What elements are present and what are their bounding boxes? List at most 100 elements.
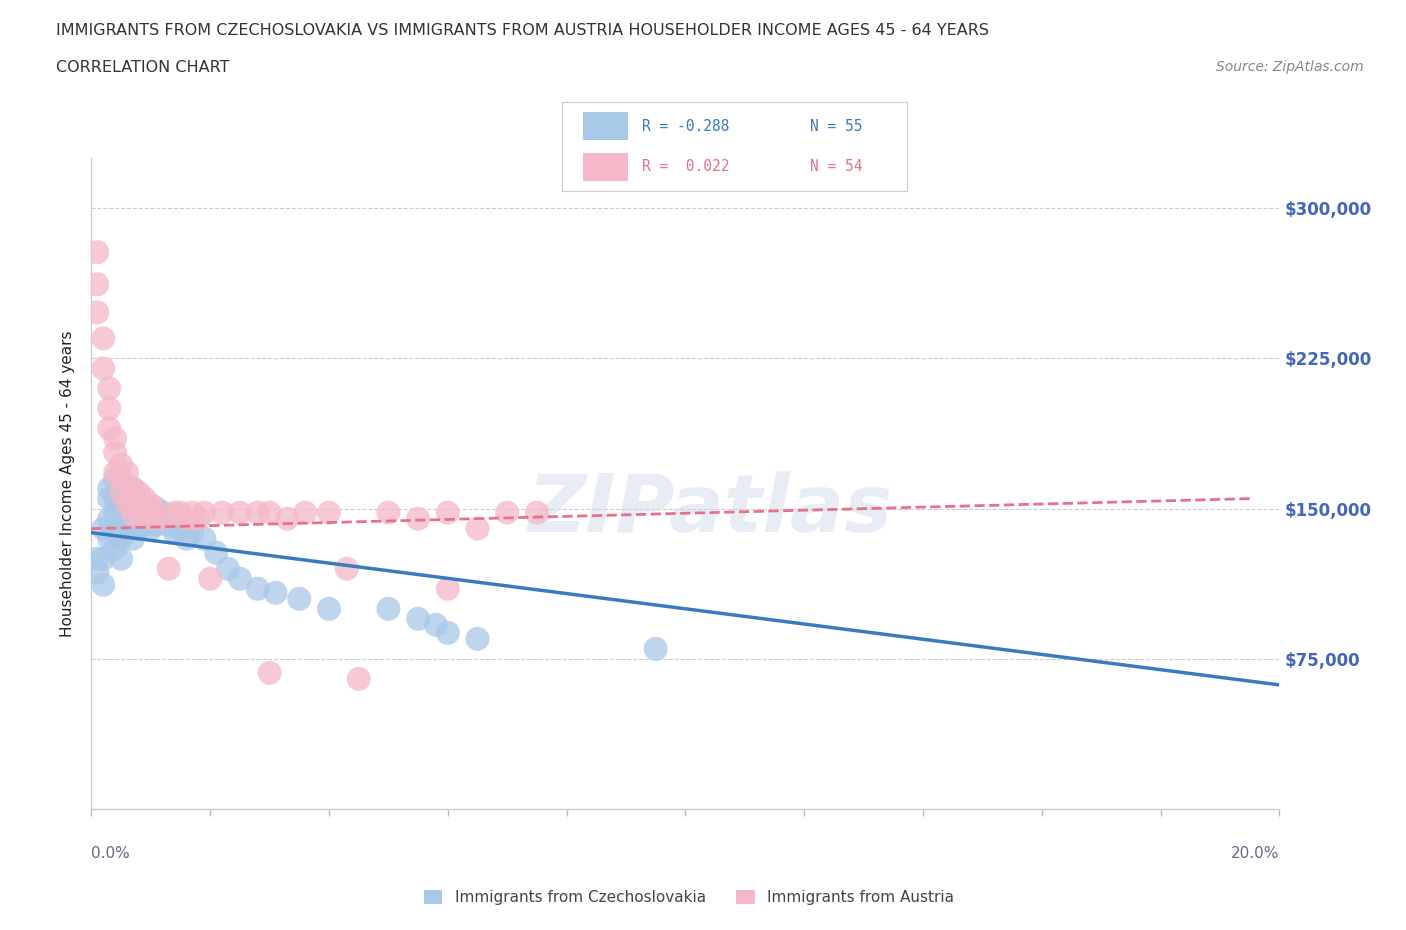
Point — [181, 525, 204, 540]
Point — [259, 505, 281, 520]
Point — [318, 505, 340, 520]
Point — [122, 481, 145, 496]
Text: 0.0%: 0.0% — [91, 846, 131, 861]
Point — [217, 562, 239, 577]
Point — [139, 505, 162, 520]
Point — [169, 505, 191, 520]
Text: N = 54: N = 54 — [810, 159, 863, 174]
Point — [467, 521, 489, 536]
Point — [193, 505, 215, 520]
Point — [122, 512, 145, 526]
Point — [110, 472, 132, 486]
Point — [134, 491, 156, 506]
Point — [205, 545, 228, 560]
Point — [229, 571, 252, 586]
Text: R =  0.022: R = 0.022 — [641, 159, 730, 174]
Point — [139, 521, 162, 536]
Point — [122, 481, 145, 496]
Point — [163, 525, 186, 540]
Point — [163, 505, 186, 520]
Point — [336, 562, 359, 577]
Point — [157, 562, 180, 577]
Point — [157, 517, 180, 532]
Point — [122, 498, 145, 512]
Point — [644, 642, 666, 657]
Point — [377, 505, 399, 520]
Point — [91, 578, 114, 592]
Point — [110, 512, 132, 526]
Point — [200, 571, 222, 586]
Point — [406, 512, 429, 526]
Point — [169, 521, 191, 536]
Text: 20.0%: 20.0% — [1232, 846, 1279, 861]
Point — [91, 331, 114, 346]
Text: Source: ZipAtlas.com: Source: ZipAtlas.com — [1216, 60, 1364, 74]
Point — [347, 671, 370, 686]
Point — [139, 512, 162, 526]
Point — [264, 585, 287, 600]
Point — [98, 491, 121, 506]
Point — [115, 498, 138, 512]
Point — [86, 565, 108, 580]
Point — [104, 432, 127, 446]
Point — [145, 517, 167, 532]
Point — [86, 277, 108, 292]
Point — [110, 491, 132, 506]
Point — [128, 485, 150, 500]
Point — [104, 445, 127, 460]
Text: IMMIGRANTS FROM CZECHOSLOVAKIA VS IMMIGRANTS FROM AUSTRIA HOUSEHOLDER INCOME AGE: IMMIGRANTS FROM CZECHOSLOVAKIA VS IMMIGR… — [56, 23, 990, 38]
Point — [318, 602, 340, 617]
Point — [104, 505, 127, 520]
Point — [425, 618, 447, 632]
Point — [436, 625, 458, 640]
Point — [98, 401, 121, 416]
Point — [86, 245, 108, 259]
Point — [110, 531, 132, 546]
Point — [288, 591, 311, 606]
Point — [134, 498, 156, 512]
Point — [467, 631, 489, 646]
Point — [104, 472, 127, 486]
Text: ZIPatlas: ZIPatlas — [527, 471, 891, 549]
Point — [246, 505, 269, 520]
Point — [377, 602, 399, 617]
Point — [436, 581, 458, 596]
Text: CORRELATION CHART: CORRELATION CHART — [56, 60, 229, 75]
Point — [104, 465, 127, 480]
Point — [86, 551, 108, 566]
Point — [276, 512, 298, 526]
Text: R = -0.288: R = -0.288 — [641, 119, 730, 134]
Point — [122, 531, 145, 546]
Point — [496, 505, 519, 520]
Point — [187, 512, 209, 526]
Legend: Immigrants from Czechoslovakia, Immigrants from Austria: Immigrants from Czechoslovakia, Immigran… — [416, 883, 962, 913]
Point — [145, 505, 167, 520]
Point — [128, 507, 150, 522]
Bar — [583, 153, 628, 181]
Point — [86, 305, 108, 320]
Point — [91, 361, 114, 376]
Point — [104, 541, 127, 556]
Point — [110, 458, 132, 472]
Point — [294, 505, 316, 520]
Point — [145, 501, 167, 516]
Point — [176, 531, 198, 546]
Point — [110, 472, 132, 486]
Point — [211, 505, 233, 520]
Point — [152, 512, 174, 526]
Point — [115, 485, 138, 500]
Point — [91, 521, 114, 536]
Point — [104, 521, 127, 536]
Point — [406, 611, 429, 626]
Point — [181, 505, 204, 520]
Point — [98, 381, 121, 396]
Point — [229, 505, 252, 520]
Point — [139, 498, 162, 512]
Bar — [583, 112, 628, 140]
Point — [128, 521, 150, 536]
Point — [115, 525, 138, 540]
Point — [110, 551, 132, 566]
Point — [128, 491, 150, 506]
Point — [98, 531, 121, 546]
Point — [122, 507, 145, 522]
